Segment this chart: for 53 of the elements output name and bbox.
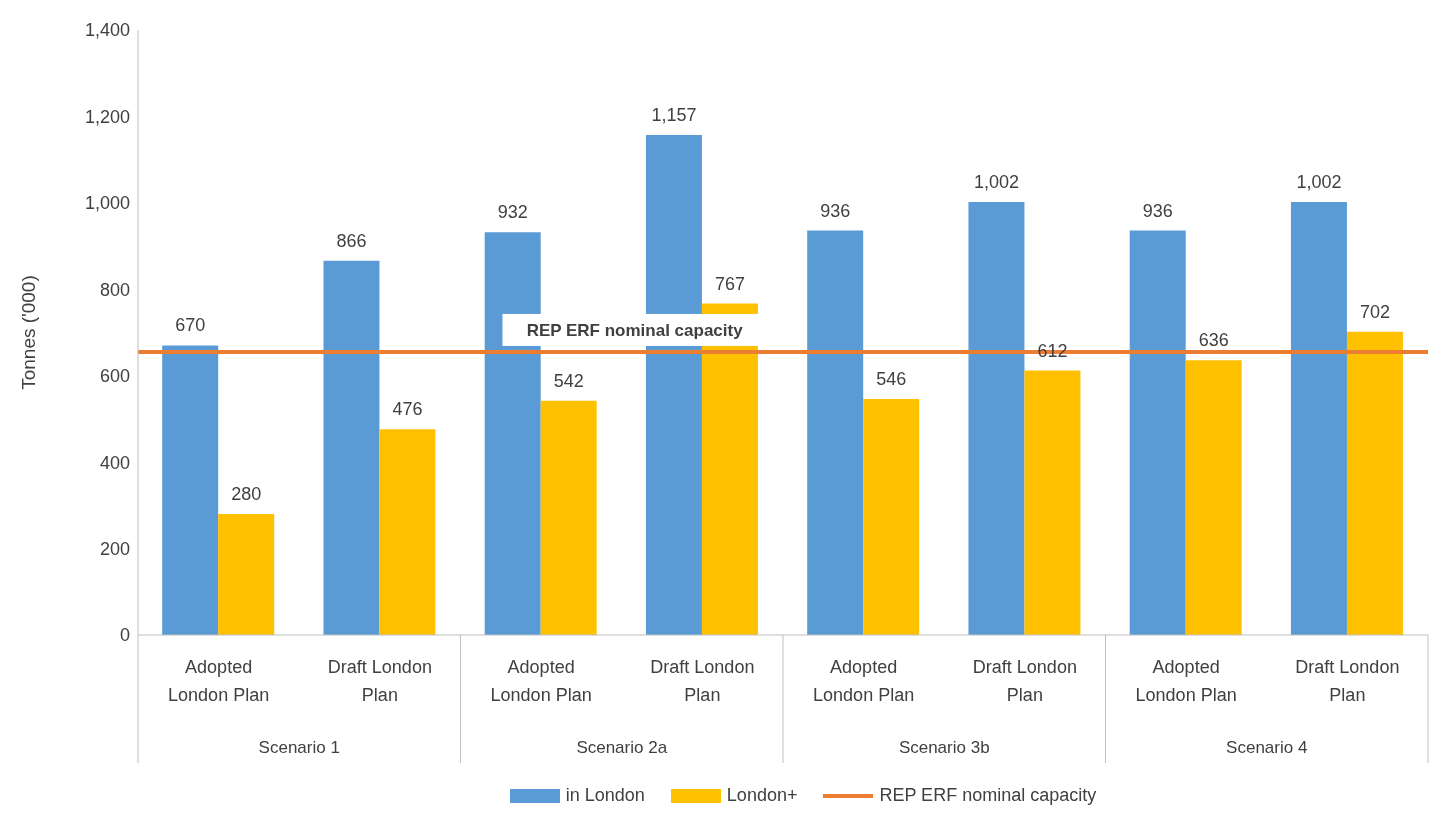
bar — [323, 260, 380, 635]
text: REP ERF nominal capacity — [526, 320, 743, 340]
bar — [863, 399, 920, 635]
bar — [162, 345, 219, 635]
y-axis-title: Tonnes ('000) — [17, 275, 39, 390]
bar — [1185, 360, 1242, 635]
text: Scenario 4 — [1226, 738, 1308, 757]
bar — [1129, 230, 1186, 635]
y-tick-label: 1,200 — [84, 106, 130, 127]
x-tick-label: Adopted London Plan — [813, 657, 915, 705]
x-tick-label: Draft London Plan — [972, 657, 1077, 705]
data-label: 1,002 — [1296, 171, 1342, 192]
bar — [1346, 331, 1403, 635]
data-label: 280 — [231, 484, 262, 504]
bar — [218, 514, 275, 635]
text: Scenario 1 — [258, 738, 340, 757]
y-tick-label: 800 — [99, 279, 130, 300]
legend-label: REP ERF nominal capacity — [878, 785, 1097, 806]
y-tick-label: 1,400 — [84, 20, 130, 41]
bar — [807, 230, 864, 635]
data-label: 476 — [392, 399, 423, 420]
data-label: 702 — [1359, 301, 1390, 322]
data-label: 767 — [714, 273, 745, 294]
y-tick-label: 600 — [99, 366, 130, 387]
y-tick-label: 0 — [119, 625, 130, 646]
data-label: 866 — [336, 230, 367, 251]
legend-label: in London — [564, 785, 645, 806]
data-label: 936 — [820, 200, 851, 221]
x-tick-label: Draft London Plan — [650, 657, 755, 705]
bar — [1024, 370, 1081, 635]
data-label: 636 — [1198, 330, 1229, 351]
data-label: 1,157 — [651, 105, 697, 126]
legend-label: London+ — [725, 785, 798, 806]
x-tick-label: Draft London Plan — [327, 657, 432, 705]
y-tick-label: 200 — [99, 538, 130, 559]
bar — [540, 400, 597, 635]
y-tick-label: 1,000 — [84, 193, 130, 214]
y-tick-label: 400 — [99, 452, 130, 473]
text: Scenario 3b — [898, 738, 990, 757]
data-label: 1,002 — [973, 171, 1019, 192]
bar — [1290, 201, 1347, 635]
data-label: 546 — [876, 369, 907, 390]
bar — [968, 201, 1025, 635]
data-label: 932 — [497, 202, 528, 223]
x-tick-label: Adopted London Plan — [168, 657, 270, 705]
data-label: 542 — [553, 370, 584, 391]
x-tick-label: Draft London Plan — [1295, 657, 1400, 705]
data-label: 936 — [1142, 200, 1173, 221]
x-tick-label: Adopted London Plan — [1135, 657, 1237, 705]
x-tick-label: Adopted London Plan — [490, 657, 592, 705]
data-label: 670 — [175, 315, 206, 336]
bar — [379, 429, 436, 635]
text: Scenario 2a — [576, 738, 668, 757]
